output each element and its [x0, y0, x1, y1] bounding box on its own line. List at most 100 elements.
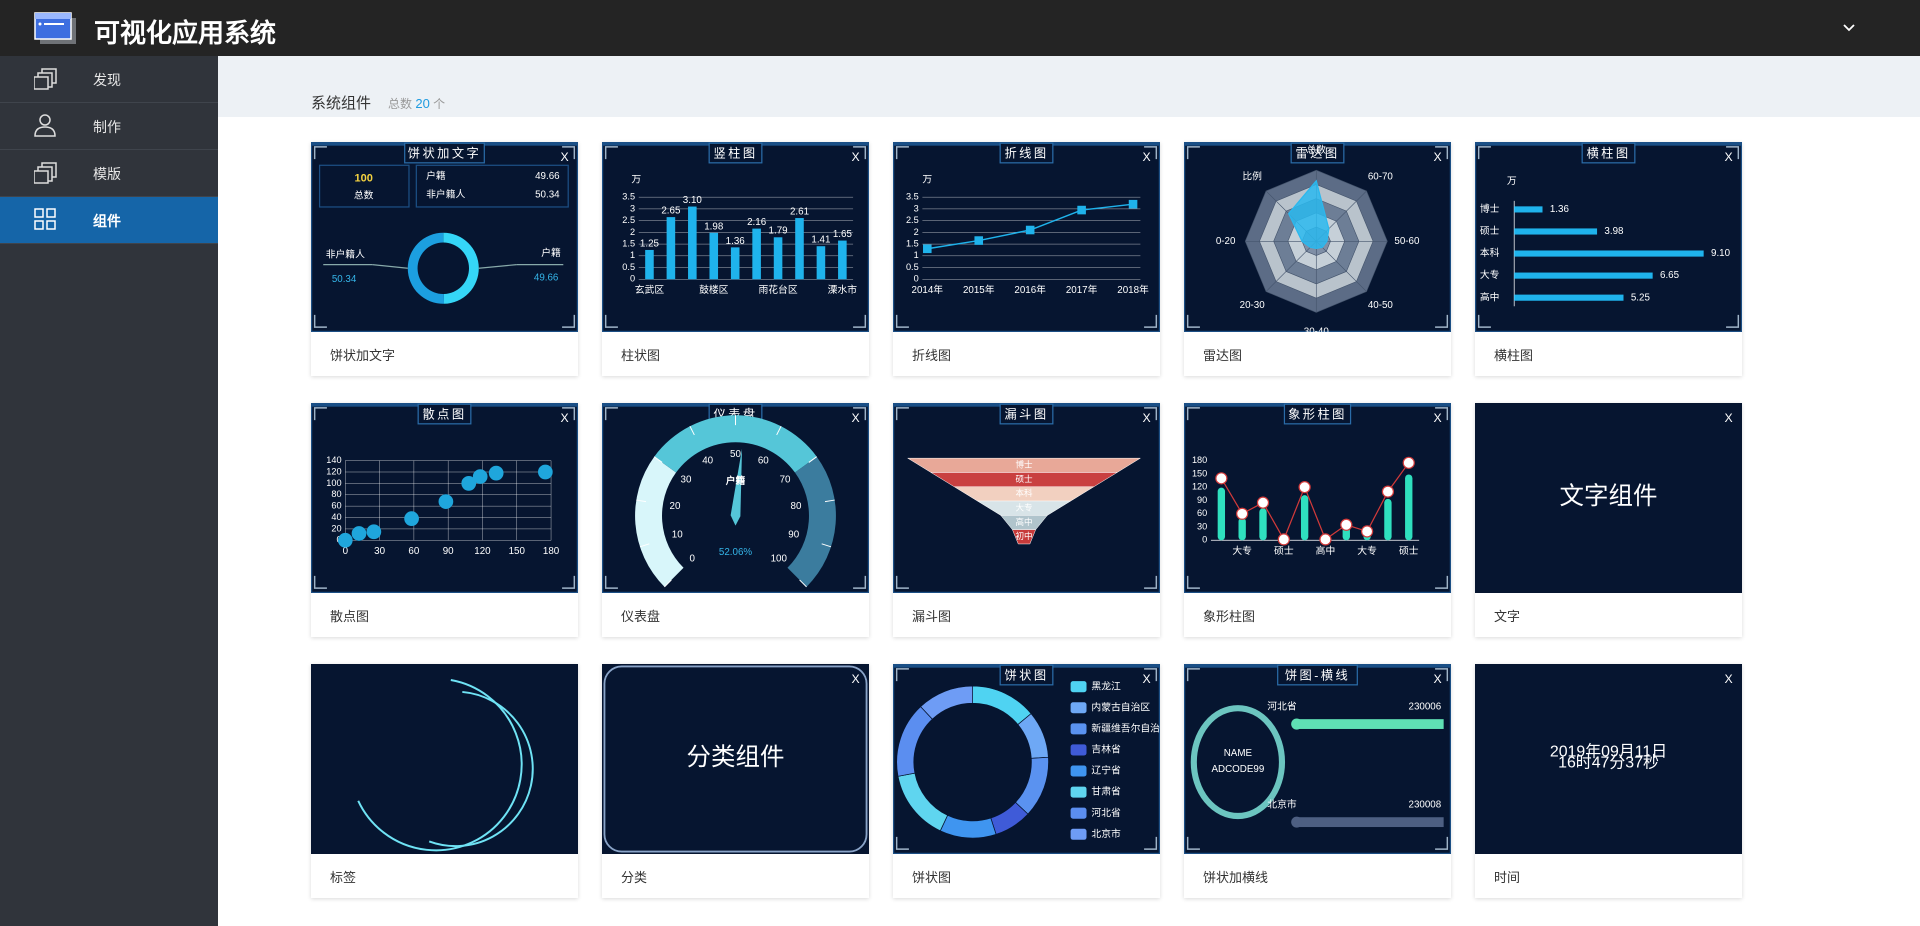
component-card[interactable]: 折线图 X 万 0 0.5 1 1.5 2 2.5 3 3.5 2014年 2015年 2016年 2017…	[893, 142, 1160, 376]
gauge-tick	[689, 425, 695, 436]
value-label: 1.98	[704, 221, 724, 232]
nav-item[interactable]: 发现	[0, 56, 218, 103]
y-tick-label: 180	[1192, 455, 1207, 465]
y-tick-label: 1.5	[906, 239, 919, 249]
component-card[interactable]: 散点图X0204060801001201400306090120150180散点…	[311, 403, 578, 637]
unit: 万	[1507, 176, 1517, 187]
component-card[interactable]: 饼状图X黑龙江内蒙古自治区新疆维吾尔自治区吉林省辽宁省甘肃省河北省北京市饼状图	[893, 664, 1160, 898]
donut-slice	[407, 232, 445, 304]
funnel-label: 大专	[1015, 501, 1032, 512]
clock-line: 16时47分37秒	[1558, 753, 1659, 771]
close-button[interactable]: X	[851, 411, 859, 425]
component-card[interactable]: X 2019年09月11日 16时47分37秒 时间	[1475, 664, 1742, 898]
component-card[interactable]: 漏斗图 X 博士 硕士 本科 大专 高中 初中 漏斗图	[893, 403, 1160, 637]
frame-corners	[1186, 407, 1449, 589]
component-card[interactable]: 仪表盘 X 0 10 20 30 40 50 60 70 80 90 100 户籍 52.06% 仪表盘	[602, 403, 869, 637]
component-card[interactable]: 竖柱图 X 万 0 0.5 1 1.5 2 2.5 3 3.5 1.25 玄武区 2.65 3.10 1.98…	[602, 142, 869, 376]
close-button[interactable]: X	[1433, 672, 1441, 686]
icon-part	[34, 76, 49, 90]
funnel-label: 初中	[1015, 530, 1032, 541]
x-tick-label: 120	[474, 546, 491, 557]
gauge-band	[635, 456, 684, 587]
component-card[interactable]: X 文字组件 文字	[1475, 403, 1742, 637]
y-tick-label: 3.5	[906, 192, 919, 202]
value-label: 3.10	[683, 195, 703, 206]
thumbnail: 散点图X0204060801001201400306090120150180	[311, 403, 578, 593]
unit: 万	[922, 175, 932, 186]
legend-swatch	[1070, 702, 1087, 714]
frame-title: 折线图	[1004, 145, 1048, 160]
bar	[752, 228, 761, 280]
value-label: 1.65	[833, 229, 853, 240]
value-label: 9.10	[1711, 248, 1731, 259]
radar-indicator: 40-50	[1368, 300, 1394, 311]
gauge-tick	[808, 456, 818, 463]
thumb-bg	[1475, 664, 1742, 854]
bar	[838, 240, 847, 280]
radar-indicator: 总数	[1306, 143, 1326, 156]
nav-item[interactable]: 制作	[0, 103, 218, 150]
gauge-tick-label: 10	[672, 529, 683, 540]
count-unit: 个	[433, 97, 446, 111]
legend-swatch	[1070, 765, 1087, 777]
component-card[interactable]: 标签	[311, 664, 578, 898]
gauge-tick-label: 50	[730, 449, 741, 460]
card-label: 横柱图	[1494, 348, 1534, 363]
value-label: 1.36	[726, 236, 746, 247]
nav-item[interactable]: 模版	[0, 150, 218, 197]
component-card[interactable]: 横柱图 X 万博士 1.36 硕士 3.98 本科 9.10 大专 6.65 高中 5.25 横柱图	[1475, 142, 1742, 376]
legend-swatch	[1070, 828, 1087, 840]
x-tick-label: 大专	[1232, 544, 1252, 557]
bar	[795, 218, 804, 280]
close-button[interactable]: X	[1724, 411, 1732, 425]
y-tick-label: 0	[630, 274, 635, 284]
card-label: 折线图	[912, 348, 952, 363]
close-button[interactable]: X	[1433, 411, 1441, 425]
stat-name: 非户籍人	[426, 187, 465, 200]
close-button[interactable]: X	[1142, 672, 1150, 686]
nav-item[interactable]: 组件	[0, 197, 218, 244]
component-card[interactable]: 象形柱图 X 0 30 60 90 120 150 180 大专 硕士 高中 大专 硕士 象形柱图	[1184, 403, 1451, 637]
nav-label: 模版	[93, 166, 121, 182]
x-tick-label: 0	[343, 546, 349, 557]
donut-slice	[920, 685, 973, 720]
value-label: 3.98	[1604, 226, 1624, 237]
item-value: 230006	[1409, 701, 1442, 712]
component-card[interactable]: 饼状加文字 X 100 总数 户籍 49.66 非户籍人 50.34 非户籍人 50.34 户籍 49…	[311, 142, 578, 376]
value-label: 1.25	[640, 238, 660, 249]
y-tick-label: 硕士	[1480, 224, 1500, 237]
card-label: 仪表盘	[621, 609, 661, 624]
x-tick-label: 玄武区	[635, 283, 665, 296]
funnel-segment	[1012, 529, 1037, 545]
dropdown-chevron[interactable]	[1842, 23, 1856, 33]
close-button[interactable]: X	[1142, 150, 1150, 164]
frame-title: 竖柱图	[713, 145, 757, 160]
value-label: 5.25	[1631, 292, 1651, 303]
nav-icon	[34, 162, 57, 184]
point	[1277, 533, 1290, 546]
y-tick-label: 140	[326, 455, 341, 465]
close-button[interactable]: X	[560, 150, 568, 164]
y-tick-label: 2	[630, 227, 635, 237]
close-button[interactable]: X	[560, 411, 568, 425]
close-button[interactable]: X	[1433, 150, 1441, 164]
gauge-pointer	[730, 448, 743, 526]
header: 可视化应用系统	[0, 0, 1920, 56]
donut-slice	[443, 232, 479, 304]
y-tick-label: 120	[326, 466, 341, 476]
close-button[interactable]: X	[851, 672, 859, 686]
close-button[interactable]: X	[1724, 672, 1732, 686]
funnel-label: 本科	[1015, 487, 1033, 498]
point	[438, 494, 454, 509]
close-button[interactable]: X	[1142, 411, 1150, 425]
component-card[interactable]: 饼图-横线 X NAME ADCODE99 河北省 230006 北京市 230008 饼状加横…	[1184, 664, 1451, 898]
component-card[interactable]: X 分类组件 分类	[602, 664, 869, 898]
frame-title: 漏斗图	[1004, 406, 1048, 421]
leader	[478, 263, 517, 269]
close-button[interactable]: X	[851, 150, 859, 164]
close-button[interactable]: X	[1724, 150, 1732, 164]
nav-icon	[34, 208, 56, 230]
